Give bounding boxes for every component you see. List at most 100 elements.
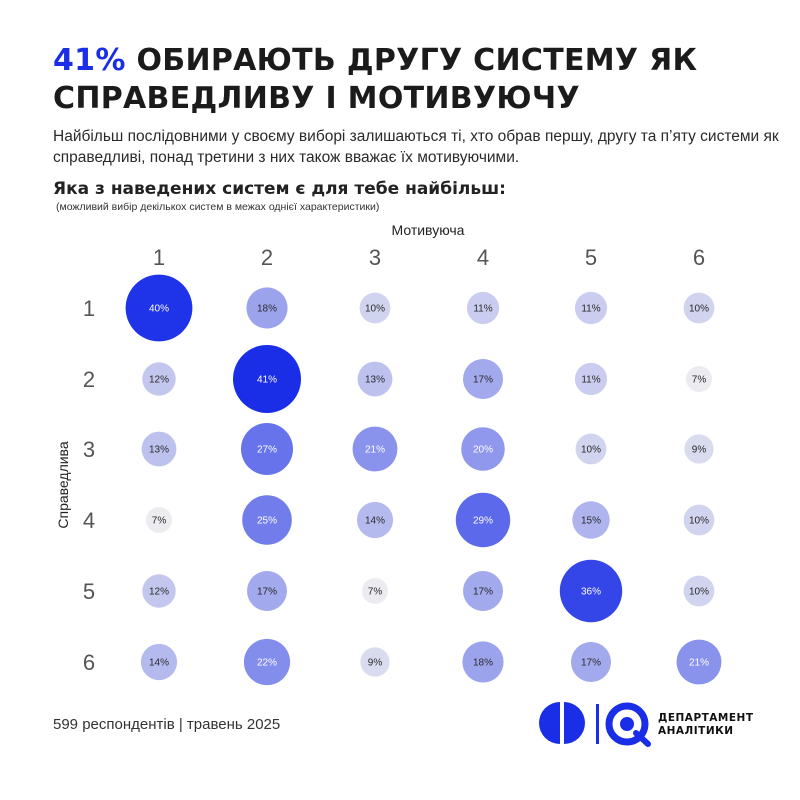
- bubble-value-label: 18%: [473, 658, 493, 669]
- bubble-mark: [142, 362, 176, 396]
- bubble-value-label: 18%: [257, 304, 277, 315]
- x-tick-label: 3: [369, 245, 381, 270]
- bubble-mark: [462, 641, 504, 683]
- bubble-mark: [461, 427, 505, 471]
- bubble-value-label: 20%: [473, 445, 493, 456]
- x-tick-label: 6: [693, 245, 705, 270]
- bubble-mark: [243, 638, 291, 686]
- bubble-mark: [359, 292, 391, 324]
- bubble-value-label: 40%: [149, 304, 169, 315]
- bubble-value-label: 11%: [473, 304, 492, 315]
- bubble-value-label: 12%: [149, 375, 169, 386]
- bubble-mark: [352, 426, 398, 472]
- logo-line-1: ДЕПАРТАМЕНТ: [658, 712, 754, 724]
- bubble-mark: [142, 574, 176, 608]
- bubble-value-label: 13%: [149, 445, 169, 456]
- bubble-value-label: 12%: [149, 587, 169, 598]
- bubble-mark: [356, 501, 394, 539]
- bubble-value-label: 10%: [689, 304, 709, 315]
- bubble-value-label: 7%: [152, 516, 167, 527]
- bubble-mark: [141, 431, 177, 467]
- logo-line-2: АНАЛІТИКИ: [658, 725, 734, 737]
- x-ticks: 1 2 3 4 5 6: [153, 245, 705, 270]
- subtitle: Найбільш послідовними у своєму виборі за…: [53, 128, 779, 166]
- x-tick-label: 1: [153, 245, 165, 270]
- x-tick-label: 2: [261, 245, 273, 270]
- bubble-mark: [683, 504, 715, 536]
- bubble-value-label: 9%: [692, 445, 707, 456]
- title-accent: 41%: [53, 43, 126, 78]
- bubble-value-label: 25%: [257, 516, 277, 527]
- x-tick-label: 4: [477, 245, 489, 270]
- bubbles: 40% 18% 10% 11% 11% 10% 12% 41% 13% 17% 11% 7% 13% 27…: [125, 274, 722, 686]
- page-title: 41% ОБИРАЮТЬ ДРУГУ СИСТЕМУ ЯК СПРАВЕДЛИВ…: [53, 42, 773, 118]
- bubble-mark: [686, 366, 712, 392]
- x-tick-label: 5: [585, 245, 597, 270]
- bubble-mark: [140, 643, 178, 681]
- bubble-value-label: 21%: [689, 658, 709, 669]
- bubble-value-label: 17%: [257, 587, 277, 598]
- bubble-value-label: 27%: [257, 445, 277, 456]
- bubble-value-label: 17%: [581, 658, 601, 669]
- bubble-mark: [146, 507, 172, 533]
- bubble-value-label: 9%: [368, 658, 383, 669]
- y-tick-label: 2: [83, 367, 95, 392]
- y-tick-label: 5: [83, 579, 95, 604]
- bubble-mark: [574, 291, 608, 325]
- bubble-mark: [571, 642, 611, 682]
- bubble-mark: [463, 571, 503, 611]
- bubble-value-label: 21%: [365, 445, 385, 456]
- bubble-mark: [575, 433, 607, 465]
- logo-mark-icon: [539, 702, 651, 747]
- bubble-value-label: 7%: [692, 375, 707, 386]
- x-axis-label: Мотивуюча: [392, 222, 465, 238]
- bubble-value-label: 10%: [365, 304, 385, 315]
- bubble-value-label: 14%: [149, 658, 169, 669]
- bubble-value-label: 36%: [581, 587, 601, 598]
- bubble-value-label: 10%: [689, 516, 709, 527]
- bubble-value-label: 7%: [368, 587, 383, 598]
- bubble-mark: [684, 434, 714, 464]
- bubble-mark: [676, 639, 722, 685]
- bubble-mark: [357, 361, 393, 397]
- bubble-heatmap-chart: Мотивуюча Справедлива 1 2 3 4 5 6 1 2 3 4 5 6 40% 1…: [55, 222, 722, 686]
- bubble-value-label: 10%: [581, 445, 601, 456]
- bubble-mark: [362, 578, 388, 604]
- y-axis-label: Справедлива: [55, 441, 71, 528]
- bubble-value-label: 17%: [473, 587, 493, 598]
- department-logo: ДЕПАРТАМЕНТ АНАЛІТИКИ: [538, 700, 758, 748]
- bubble-mark: [455, 492, 511, 548]
- bubble-value-label: 15%: [581, 516, 601, 527]
- bubble-mark: [242, 495, 292, 545]
- bubble-value-label: 17%: [473, 375, 493, 386]
- question-text: Яка з наведених систем є для тебе найбіл…: [53, 179, 506, 199]
- bubble-mark: [683, 292, 715, 324]
- bubble-value-label: 10%: [689, 587, 709, 598]
- bubble-mark: [466, 291, 500, 325]
- y-tick-label: 1: [83, 296, 95, 321]
- bubble-value-label: 13%: [365, 375, 385, 386]
- bubble-mark: [574, 362, 608, 396]
- bubble-value-label: 11%: [581, 375, 600, 386]
- bubble-mark: [559, 559, 623, 623]
- bubble-mark: [463, 359, 503, 399]
- y-tick-label: 4: [83, 508, 95, 533]
- bubble-mark: [572, 501, 610, 539]
- bubble-mark: [241, 423, 293, 475]
- bubble-mark: [125, 274, 193, 342]
- bubble-mark: [683, 575, 715, 607]
- bubble-value-label: 14%: [365, 516, 385, 527]
- title-text: ОБИРАЮТЬ ДРУГУ СИСТЕМУ ЯК СПРАВЕДЛИВУ І …: [53, 43, 698, 116]
- bubble-value-label: 11%: [581, 304, 600, 315]
- bubble-mark: [233, 345, 301, 413]
- y-tick-label: 3: [83, 437, 95, 462]
- bubble-value-label: 29%: [473, 516, 493, 527]
- y-tick-label: 6: [83, 650, 95, 675]
- question-note: (можливий вибір декількох систем в межах…: [56, 201, 380, 213]
- footer-source: 599 респондентів | травень 2025: [53, 716, 281, 733]
- y-ticks: 1 2 3 4 5 6: [83, 296, 95, 675]
- logo-text: ДЕПАРТАМЕНТ АНАЛІТИКИ: [658, 712, 768, 738]
- bubble-value-label: 41%: [257, 375, 277, 386]
- bubble-mark: [360, 647, 390, 677]
- bubble-mark: [246, 287, 288, 329]
